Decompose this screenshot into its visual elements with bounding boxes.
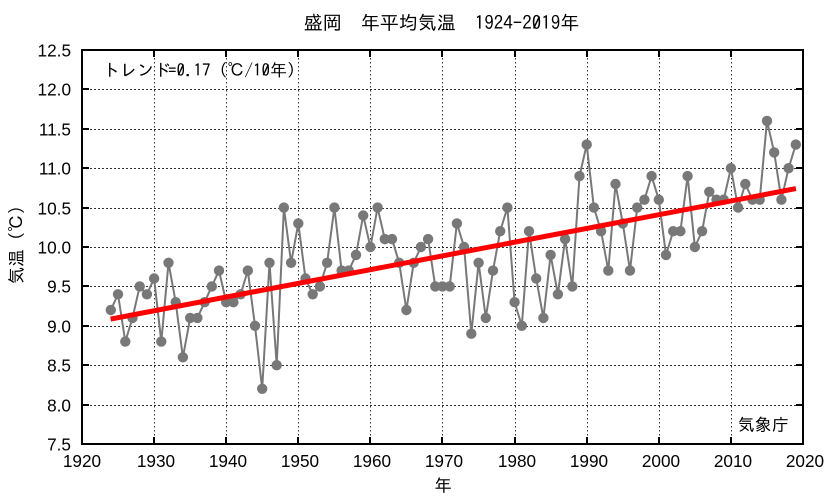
svg-text:2020: 2020	[786, 451, 824, 471]
svg-text:9.0: 9.0	[47, 317, 71, 337]
svg-text:1940: 1940	[209, 451, 247, 471]
svg-text:2010: 2010	[714, 451, 752, 471]
svg-text:1970: 1970	[425, 451, 463, 471]
svg-text:9.5: 9.5	[47, 277, 71, 297]
svg-text:7.5: 7.5	[47, 435, 71, 455]
svg-text:2000: 2000	[642, 451, 680, 471]
svg-text:11.5: 11.5	[39, 120, 71, 140]
svg-text:8.5: 8.5	[47, 356, 71, 376]
svg-text:1920: 1920	[63, 451, 101, 471]
svg-text:12.5: 12.5	[38, 41, 71, 61]
svg-text:1980: 1980	[498, 451, 536, 471]
svg-text:1960: 1960	[353, 451, 391, 471]
svg-text:8.0: 8.0	[47, 396, 71, 416]
svg-text:1950: 1950	[281, 451, 319, 471]
svg-text:12.0: 12.0	[38, 80, 71, 100]
svg-text:10.5: 10.5	[38, 199, 71, 219]
svg-text:10.0: 10.0	[38, 238, 71, 258]
svg-text:1990: 1990	[570, 451, 608, 471]
svg-text:11.0: 11.0	[39, 159, 71, 179]
svg-text:1930: 1930	[137, 451, 175, 471]
